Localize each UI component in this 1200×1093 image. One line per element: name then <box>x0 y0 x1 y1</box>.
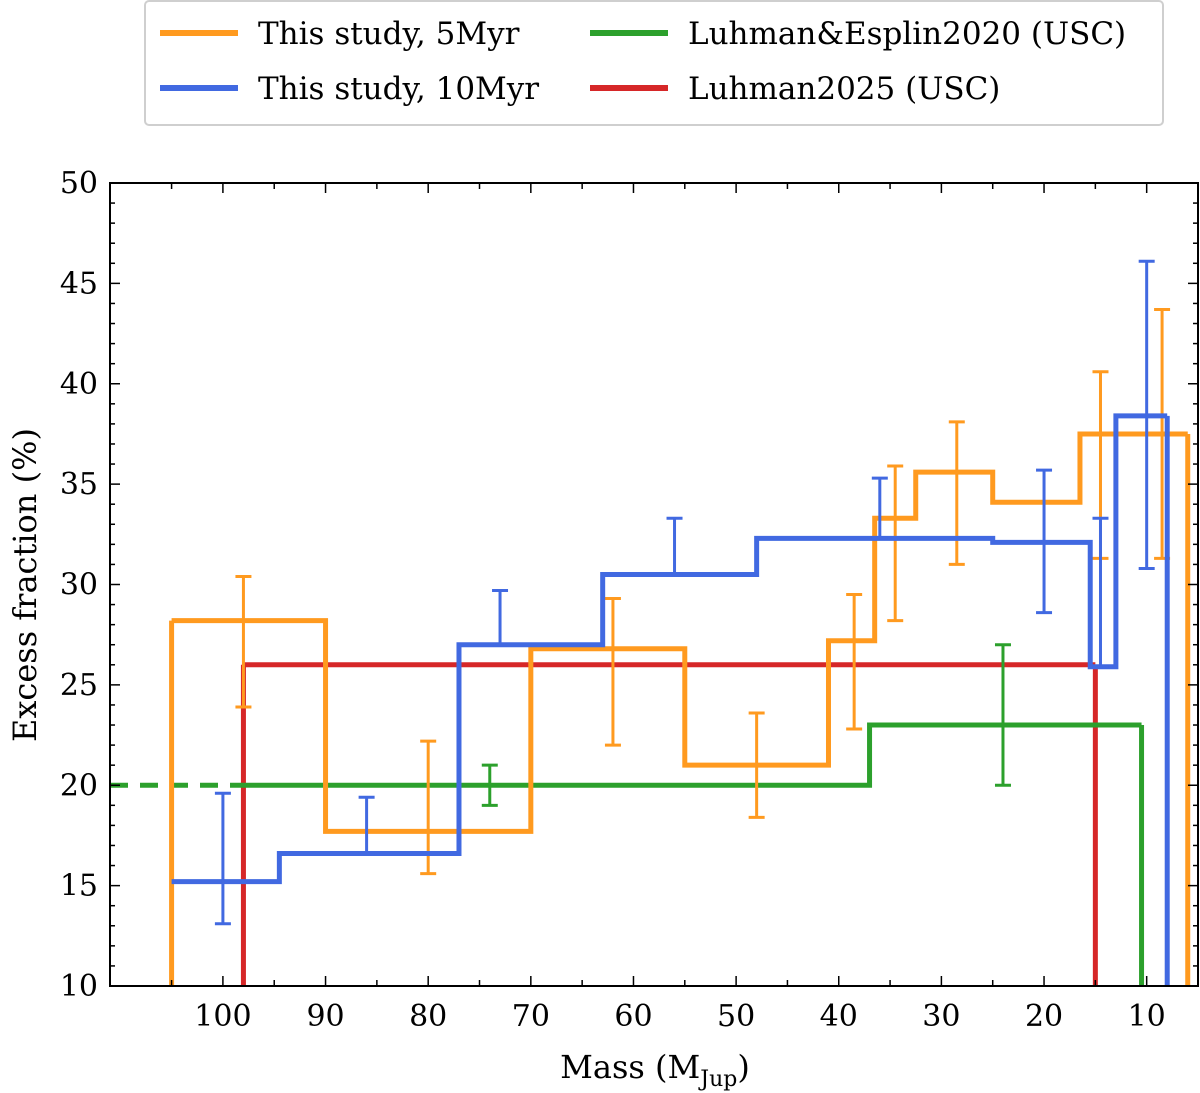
error-bar <box>948 420 965 566</box>
error-bar <box>1138 259 1155 570</box>
error-bar <box>887 464 904 623</box>
series-luhman2025-usc <box>240 662 1098 986</box>
error-bar <box>492 589 509 647</box>
legend-label-10myr: This study, 10Myr <box>258 71 539 107</box>
y-tick-label: 50 <box>60 166 98 201</box>
error-bar <box>846 593 863 731</box>
y-tick-label: 15 <box>60 869 98 904</box>
error-bar <box>1092 516 1109 669</box>
error-bar <box>871 476 888 540</box>
error-bar <box>235 574 252 709</box>
step-line <box>243 722 1142 788</box>
y-tick-label: 35 <box>60 467 98 502</box>
x-tick-label: 80 <box>409 999 447 1034</box>
y-tick-label: 30 <box>60 568 98 603</box>
legend-entry-10myr: This study, 10Myr <box>160 71 539 107</box>
step-line <box>171 431 1188 834</box>
legend-entry-luhman-2025: Luhman2025 (USC) <box>590 71 1000 107</box>
series-luhman-esplin2020-usc <box>110 643 1145 986</box>
axes: 100 90 80 70 60 50 40 30 20 10 10 15 20 25 30 35 40 45 50 <box>60 166 1199 1034</box>
error-bar <box>994 643 1011 787</box>
plot-frame <box>109 182 1199 987</box>
legend: This study, 5Myr This study, 10Myr Luhma… <box>144 0 1164 126</box>
x-tick-label: 70 <box>512 999 550 1034</box>
error-bar <box>748 711 765 819</box>
x-axis-label: Mass (MJup) <box>560 1048 750 1092</box>
y-tick-label: 45 <box>60 266 98 301</box>
legend-label-luhman-2025: Luhman2025 (USC) <box>688 71 1000 107</box>
legend-label-5myr: This study, 5Myr <box>258 16 520 52</box>
y-axis-label: Excess fraction (%) <box>6 428 44 742</box>
error-bar <box>1036 468 1053 615</box>
error-bar <box>604 597 621 747</box>
series-this-study-5myr <box>169 307 1191 986</box>
error-bar <box>666 516 683 576</box>
plot-data <box>110 259 1191 986</box>
x-tick-label: 20 <box>1025 999 1063 1034</box>
y-tick-label: 25 <box>60 668 98 703</box>
y-tick-label: 10 <box>60 969 98 1004</box>
legend-frame <box>144 0 1164 126</box>
x-tick-label: 90 <box>306 999 344 1034</box>
legend-entry-luhman-esplin-2020: Luhman&Esplin2020 (USC) <box>590 16 1126 52</box>
error-bar <box>214 791 231 926</box>
error-bar <box>481 763 498 807</box>
x-tick-label: 40 <box>820 999 858 1034</box>
legend-label-luhman-esplin-2020: Luhman&Esplin2020 (USC) <box>688 16 1126 52</box>
legend-entry-5myr: This study, 5Myr <box>160 16 520 52</box>
error-bar <box>358 795 375 856</box>
series-this-study-10myr <box>171 259 1170 986</box>
x-tick-label: 50 <box>717 999 755 1034</box>
y-tick-label: 20 <box>60 768 98 803</box>
y-tick-label: 40 <box>60 367 98 402</box>
x-tick-label: 60 <box>614 999 652 1034</box>
x-tick-label: 30 <box>922 999 960 1034</box>
x-tick-label: 100 <box>194 999 251 1034</box>
x-tick-label: 10 <box>1128 999 1166 1034</box>
